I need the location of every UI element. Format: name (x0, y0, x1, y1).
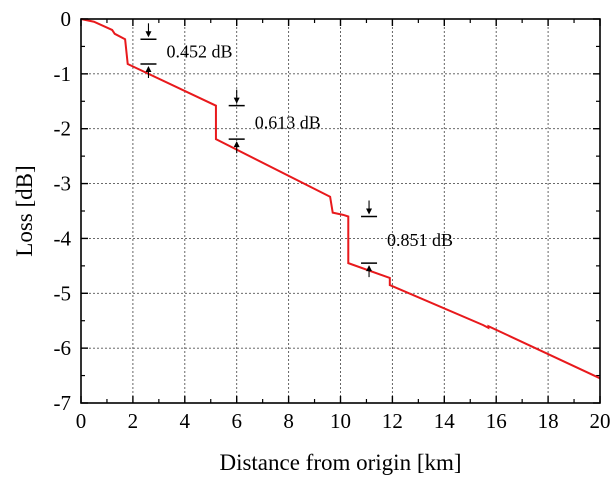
x-tick-label: 0 (76, 409, 87, 433)
annotation-label: 0.613 dB (255, 112, 321, 132)
step-annotation: 0.613 dB (228, 89, 321, 154)
x-tick-label: 4 (180, 409, 191, 433)
x-tick-label: 18 (538, 409, 559, 433)
arrow-down-icon (366, 208, 373, 215)
x-axis-title: Distance from origin [km] (219, 450, 461, 475)
x-tick-label: 2 (128, 409, 139, 433)
y-tick-label: -1 (54, 62, 72, 86)
x-tick-label: 6 (231, 409, 242, 433)
y-tick-label: -5 (54, 281, 72, 305)
y-tick-label: -4 (54, 226, 72, 250)
x-tick-label: 14 (434, 409, 456, 433)
x-tick-label: 8 (283, 409, 294, 433)
y-tick-label: 0 (61, 7, 72, 31)
arrow-up-icon (145, 65, 152, 72)
x-tick-label: 10 (330, 409, 351, 433)
y-tick-label: -7 (54, 391, 72, 415)
loss-trace-line (80, 18, 601, 380)
arrow-down-icon (145, 31, 152, 38)
data-series (80, 18, 601, 380)
annotations: 0.452 dB 0.613 dB 0.851 dB (140, 23, 453, 278)
x-tick-label: 12 (382, 409, 403, 433)
arrow-up-icon (233, 141, 240, 148)
arrow-up-icon (366, 265, 373, 272)
y-tick-label: -3 (54, 172, 72, 196)
annotation-label: 0.851 dB (387, 230, 453, 250)
arrow-down-icon (233, 97, 240, 104)
tick-labels: 0 2 4 6 8 10 12 14 16 18 20 0 -1 -2 -3 -4 -5 -6 -7 (54, 7, 611, 433)
annotation-label: 0.452 dB (166, 42, 232, 62)
plot-frame (80, 18, 601, 404)
x-tick-label: 16 (486, 409, 507, 433)
y-tick-label: -2 (54, 117, 72, 141)
y-axis-title: Loss [dB] (12, 165, 37, 256)
step-annotation: 0.851 dB (361, 200, 453, 278)
y-tick-label: -6 (54, 336, 72, 360)
step-annotation: 0.452 dB (140, 23, 232, 78)
x-tick-label: 20 (590, 409, 611, 433)
grid (81, 19, 600, 403)
